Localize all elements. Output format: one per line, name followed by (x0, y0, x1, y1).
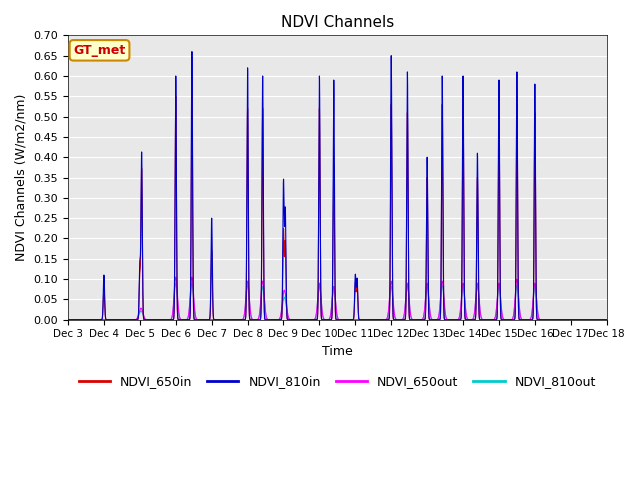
X-axis label: Time: Time (322, 345, 353, 358)
Y-axis label: NDVI Channels (W/m2/nm): NDVI Channels (W/m2/nm) (15, 94, 28, 261)
Legend: NDVI_650in, NDVI_810in, NDVI_650out, NDVI_810out: NDVI_650in, NDVI_810in, NDVI_650out, NDV… (74, 370, 601, 393)
Title: NDVI Channels: NDVI Channels (281, 15, 394, 30)
Text: GT_met: GT_met (74, 44, 125, 57)
